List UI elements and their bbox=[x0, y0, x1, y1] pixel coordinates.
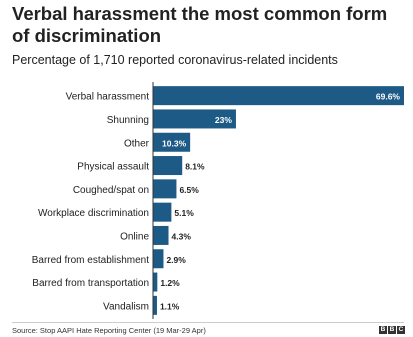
category-label: Barred from transportation bbox=[32, 278, 149, 289]
category-label: Other bbox=[124, 138, 150, 149]
logo-letter: B bbox=[379, 326, 387, 334]
bar bbox=[153, 249, 164, 269]
data-label: 5.1% bbox=[174, 208, 194, 218]
chart-subtitle: Percentage of 1,710 reported coronavirus… bbox=[12, 53, 338, 67]
category-label: Workplace discrimination bbox=[38, 208, 149, 219]
bar bbox=[153, 86, 404, 106]
chart-title: Verbal harassment the most common form o… bbox=[12, 3, 388, 46]
data-label: 2.9% bbox=[166, 255, 186, 265]
logo-letter: B bbox=[388, 326, 396, 334]
bar bbox=[153, 132, 191, 152]
bar bbox=[153, 225, 169, 245]
bar bbox=[153, 156, 183, 176]
category-label: Verbal harassment bbox=[66, 92, 150, 103]
data-label: 1.2% bbox=[160, 278, 180, 288]
bar bbox=[153, 179, 177, 199]
category-label: Vandalism bbox=[103, 301, 149, 312]
category-label: Shunning bbox=[107, 115, 149, 126]
data-label: 10.3% bbox=[162, 138, 187, 148]
bar bbox=[153, 109, 236, 129]
bar bbox=[153, 272, 158, 292]
bbc-logo: B B C bbox=[379, 326, 405, 334]
category-label: Coughed/spat on bbox=[73, 185, 149, 196]
source-note: Source: Stop AAPI Hate Reporting Center … bbox=[12, 326, 206, 335]
data-label: 8.1% bbox=[185, 162, 205, 172]
category-label: Online bbox=[120, 231, 149, 242]
data-label: 6.5% bbox=[179, 185, 199, 195]
logo-letter: C bbox=[397, 326, 405, 334]
category-label: Physical assault bbox=[77, 162, 149, 173]
data-label: 1.1% bbox=[160, 301, 180, 311]
data-label: 69.6% bbox=[376, 92, 401, 102]
category-label: Barred from establishment bbox=[32, 255, 149, 266]
data-label: 4.3% bbox=[172, 231, 192, 241]
bar bbox=[153, 295, 157, 315]
footer-divider bbox=[12, 322, 404, 323]
data-label: 23% bbox=[215, 115, 232, 125]
bar bbox=[153, 202, 172, 222]
